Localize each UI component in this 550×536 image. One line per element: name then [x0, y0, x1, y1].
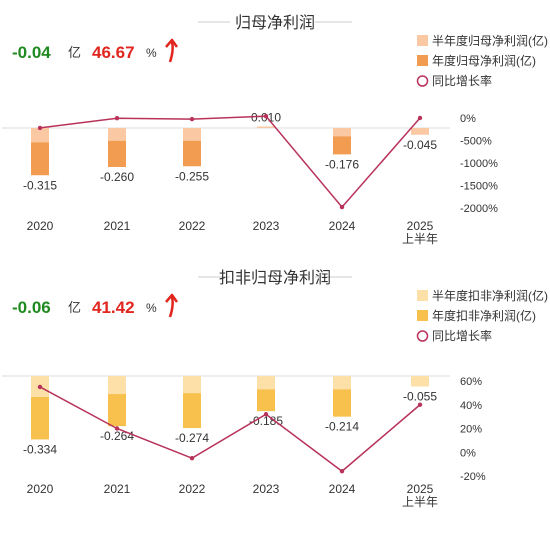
- panel2-legend-label-half: 半年度扣非净利润(亿): [432, 288, 548, 303]
- panel1-legend-swatch-annual: [417, 55, 428, 66]
- panel1-bar-half-3: [257, 126, 275, 128]
- panel1-y2-tick-2: -1000%: [460, 158, 498, 170]
- panel2-bar-annual-1: [108, 394, 126, 427]
- panel1-bar-half-1: [108, 128, 126, 141]
- panel1-growth-point-1: [114, 116, 120, 121]
- panel1-up-arrow-icon: [168, 41, 174, 63]
- panel2-legend-label-annual: 年度扣非净利润(亿): [432, 308, 536, 323]
- panel1-growth-point-4: [339, 204, 345, 210]
- panel2-data-label-1: -0.264: [100, 429, 134, 443]
- panel2-up-arrow-icon: [168, 296, 174, 318]
- panel2-growth-point-5: [417, 402, 423, 407]
- panel1-legend-label-half: 半年度归母净利润(亿): [432, 33, 548, 48]
- panel2-category-sublabel-5: 上半年: [402, 495, 438, 509]
- panel2-legend-swatch-growth: [416, 330, 429, 342]
- panel2-category-label-3: 2023: [253, 482, 280, 496]
- panel2-data-label-0: -0.334: [23, 442, 57, 456]
- panel1-legend-swatch-growth: [416, 75, 429, 87]
- panel2-bar-half-1: [108, 376, 126, 395]
- panel1-growth-point-3: [263, 114, 269, 119]
- panel1-growth-point-0: [37, 125, 43, 131]
- panel2-y2-tick-3: 0%: [460, 447, 476, 459]
- panel1-bar-half-0: [31, 128, 49, 143]
- panel2-growth-point-1: [114, 426, 120, 431]
- panel2-category-label-2: 2022: [179, 482, 206, 496]
- panel2-data-label-4: -0.214: [325, 420, 359, 434]
- panel1-category-label-3: 2023: [253, 219, 280, 233]
- panel2-growth-point-0: [37, 384, 43, 390]
- panel1-y2-tick-0: 0%: [460, 113, 476, 125]
- panel1-category-label-2: 2022: [179, 219, 206, 233]
- panel1-category-sublabel-5: 上半年: [402, 232, 438, 246]
- panel1-category-label-0: 2020: [27, 219, 54, 233]
- panel1-bar-annual-0: [31, 142, 49, 176]
- panel2-category-label-0: 2020: [27, 482, 54, 496]
- panel2-y2-tick-4: -20%: [460, 471, 486, 483]
- panel1-growth-point-5: [417, 115, 423, 121]
- panel2-summary-unit: 亿: [68, 300, 81, 315]
- panel2-category-label-1: 2021: [104, 482, 131, 496]
- panel2-data-label-5: -0.055: [403, 389, 437, 403]
- panel2-growth-point-4: [339, 469, 345, 474]
- panel2-bar-half-2: [183, 376, 201, 394]
- panel1-category-label-1: 2021: [104, 219, 131, 233]
- panel1-bar-annual-2: [183, 140, 201, 167]
- panel1-legend-label-growth: 同比增长率: [432, 73, 492, 88]
- panel1-y2-tick-4: -2000%: [460, 203, 498, 215]
- panel1-title: 归母净利润: [235, 14, 315, 32]
- panel2-y2-tick-2: 20%: [460, 424, 482, 436]
- panel2-bar-annual-4: [333, 389, 351, 417]
- panel1-bar-half-5: [411, 128, 429, 135]
- panel1-summary-unit: 亿: [68, 45, 81, 60]
- panel2-bar-half-4: [333, 376, 351, 390]
- panel1-growth-point-2: [189, 116, 195, 122]
- panel1-category-label-5: 2025: [407, 219, 434, 233]
- panel2-up-arrow-head-icon: [165, 293, 179, 303]
- panel2-bar-annual-2: [183, 393, 201, 429]
- panel2-category-label-4: 2024: [329, 482, 356, 496]
- panel1-legend-swatch-half: [417, 35, 428, 46]
- panel1-y2-tick-3: -1500%: [460, 181, 498, 193]
- panel1-summary-value: -0.04: [12, 43, 51, 62]
- panel2-growth-point-2: [189, 455, 195, 461]
- panel2-data-label-3: -0.185: [249, 414, 283, 428]
- panel1-summary-pct-unit: %: [146, 46, 157, 60]
- panel1-growth-line: [39, 115, 421, 209]
- panel2-data-label-2: -0.274: [175, 431, 209, 445]
- panel1-data-label-0: -0.315: [23, 178, 57, 192]
- panel1-up-arrow-head-icon: [165, 38, 179, 48]
- panel2-legend-label-growth: 同比增长率: [432, 328, 492, 343]
- panel2-bar-annual-0: [31, 396, 49, 440]
- panel2-legend-swatch-half: [417, 290, 428, 301]
- panel1-legend-label-annual: 年度归母净利润(亿): [432, 53, 536, 68]
- panel2-bar-annual-3: [257, 389, 275, 412]
- panel2-summary-value: -0.06: [12, 298, 51, 317]
- panel2-y2-tick-0: 60%: [460, 376, 482, 388]
- panel1-data-label-4: -0.176: [325, 157, 359, 171]
- panel2-bar-half-5: [411, 376, 429, 387]
- panel1-bar-annual-4: [333, 136, 351, 155]
- panel2-title: 扣非归母净利润: [219, 269, 331, 287]
- panel2-summary-pct: 41.42: [92, 298, 135, 317]
- panel1-data-label-5: -0.045: [403, 138, 437, 152]
- panel2-summary-pct-unit: %: [146, 301, 157, 315]
- panel1-bar-half-4: [333, 128, 351, 137]
- panel2-growth-line: [39, 386, 421, 473]
- panel2-category-label-5: 2025: [407, 482, 434, 496]
- panel1-bar-half-2: [183, 128, 201, 141]
- panel2-growth-point-3: [263, 412, 269, 417]
- panel2-legend-swatch-annual: [417, 310, 428, 321]
- panel1-y2-tick-1: -500%: [460, 136, 492, 148]
- panel2-bar-half-3: [257, 376, 275, 390]
- panel1-summary-pct: 46.67: [92, 43, 135, 62]
- panel1-data-label-2: -0.255: [175, 169, 209, 183]
- panel1-bar-annual-1: [108, 140, 126, 167]
- panel2-y2-tick-1: 40%: [460, 400, 482, 412]
- panel1-data-label-1: -0.260: [100, 170, 134, 184]
- panel1-category-label-4: 2024: [329, 219, 356, 233]
